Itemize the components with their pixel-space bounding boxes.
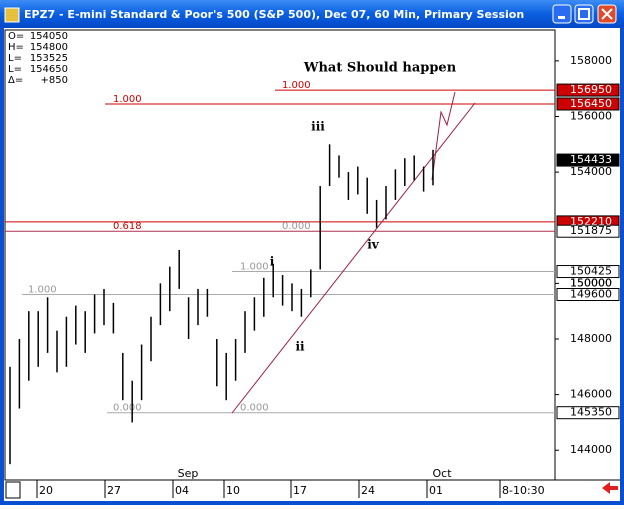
fib-label: 1.000 bbox=[240, 262, 269, 273]
price-box bbox=[556, 406, 620, 420]
price-box bbox=[556, 287, 620, 301]
fib-label: 0.618 bbox=[113, 221, 142, 232]
price-box-label: 156450 bbox=[570, 97, 612, 110]
x-tick-label: 8-10:30 bbox=[502, 484, 545, 497]
fib-label: 1.000 bbox=[282, 80, 311, 91]
price-box-label: 156950 bbox=[570, 83, 612, 96]
x-tick-label: 01 bbox=[429, 484, 443, 497]
info-value: 154650 bbox=[30, 64, 68, 75]
scroll-box[interactable] bbox=[5, 481, 21, 499]
scroll-arrow[interactable] bbox=[602, 482, 618, 494]
price-box-label: 150425 bbox=[570, 265, 612, 278]
close-glyph bbox=[601, 8, 613, 20]
fib-label: 0.000 bbox=[113, 403, 142, 414]
window-title: EPZ7 - E-mini Standard & Poor's 500 (S&P… bbox=[24, 8, 524, 21]
info-value: +850 bbox=[41, 75, 68, 86]
fib-label: 0.000 bbox=[240, 403, 269, 414]
y-tick-label: 150000 bbox=[570, 276, 612, 289]
wave-label: iv bbox=[367, 238, 380, 252]
minimize-button[interactable] bbox=[552, 4, 572, 24]
x-tick-label: 10 bbox=[226, 484, 240, 497]
wave-label: ii bbox=[295, 340, 305, 354]
x-tick-label: 24 bbox=[361, 484, 375, 497]
maximize-button[interactable] bbox=[574, 4, 594, 24]
plot-area bbox=[4, 29, 556, 481]
info-key: H= bbox=[8, 42, 24, 53]
x-tick-label: 20 bbox=[39, 484, 53, 497]
y-tick-label: 156000 bbox=[570, 109, 612, 122]
fib-label: 1.000 bbox=[28, 284, 57, 295]
y-tick-label: 158000 bbox=[570, 54, 612, 67]
window-buttons[interactable] bbox=[552, 4, 617, 24]
x-tick-label: 27 bbox=[107, 484, 121, 497]
month-label: Oct bbox=[432, 467, 452, 480]
info-key: Δ= bbox=[8, 75, 23, 86]
y-tick-label: 144000 bbox=[570, 443, 612, 456]
wave-label: iii bbox=[311, 120, 325, 134]
price-box bbox=[556, 97, 620, 111]
y-tick-label: 154000 bbox=[570, 165, 612, 178]
trendline bbox=[231, 102, 476, 414]
info-value: 154800 bbox=[30, 42, 68, 53]
info-key: L= bbox=[8, 64, 22, 75]
x-tick-label: 04 bbox=[175, 484, 189, 497]
price-box-label: 154433 bbox=[570, 153, 612, 166]
y-tick-label: 146000 bbox=[570, 388, 612, 401]
wave-label: i bbox=[270, 255, 275, 269]
info-value: 154050 bbox=[30, 31, 68, 42]
info-key: O= bbox=[8, 31, 24, 42]
fib-label: 0.000 bbox=[282, 221, 311, 232]
price-box-label: 149600 bbox=[570, 287, 612, 300]
price-box-label: 150000 bbox=[570, 276, 612, 289]
price-box-label: 152210 bbox=[570, 215, 612, 228]
info-key: L= bbox=[8, 53, 22, 64]
info-value: 153525 bbox=[30, 53, 68, 64]
x-tick-label: 17 bbox=[293, 484, 307, 497]
fib-label: 1.000 bbox=[113, 94, 142, 105]
maximize-glyph bbox=[578, 8, 590, 20]
app-icon bbox=[4, 7, 20, 23]
annotation-title: What Should happen bbox=[303, 61, 457, 76]
price-box bbox=[556, 153, 620, 167]
month-label: Sep bbox=[178, 467, 199, 480]
price-box-label: 151875 bbox=[570, 224, 612, 237]
price-box bbox=[556, 265, 620, 279]
title-bar bbox=[0, 0, 624, 28]
y-tick-label: 148000 bbox=[570, 332, 612, 345]
price-box-label: 145350 bbox=[570, 406, 612, 419]
price-box bbox=[556, 224, 620, 238]
projection bbox=[431, 91, 456, 181]
minimize-glyph bbox=[558, 16, 565, 19]
price-box bbox=[556, 83, 620, 97]
